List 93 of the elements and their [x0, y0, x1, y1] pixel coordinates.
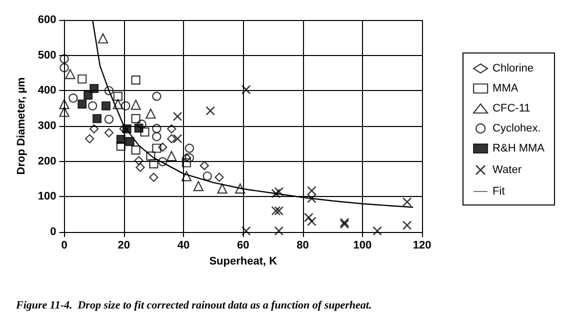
point [112, 99, 123, 110]
point [307, 216, 316, 226]
point [193, 181, 204, 192]
x-tick-label: 40 [177, 240, 190, 252]
point [214, 172, 224, 182]
point [402, 220, 412, 230]
point [166, 150, 177, 162]
legend-label: Fit [492, 186, 505, 198]
point [274, 206, 284, 216]
point [202, 172, 212, 181]
point [125, 137, 134, 146]
point [98, 33, 108, 44]
point [85, 134, 94, 144]
point [131, 76, 140, 85]
point [121, 101, 130, 110]
point [181, 171, 192, 182]
point [402, 197, 412, 207]
point [90, 124, 99, 134]
y-tick-label: 100 [38, 190, 56, 203]
point [101, 101, 110, 110]
y-tick-label: 200 [38, 155, 56, 168]
x-tick-label: 60 [237, 240, 250, 252]
y-tick-label: 600 [38, 14, 56, 26]
point [152, 92, 162, 101]
point [90, 84, 99, 94]
point [134, 156, 144, 166]
point [167, 124, 176, 134]
legend-label: Chlorine [492, 62, 534, 74]
x-tick-label: 20 [118, 240, 130, 252]
point [149, 159, 158, 168]
point [104, 128, 114, 138]
point [241, 84, 251, 94]
point [274, 187, 284, 196]
point [235, 183, 246, 194]
point [271, 188, 281, 198]
caption: Figure 11-4. Drop size to fit corrected rainout data as a function of superheat. [15, 300, 372, 312]
x-tick-label: 0 [61, 240, 68, 252]
point [104, 114, 114, 124]
point [116, 142, 126, 151]
point [206, 106, 215, 116]
point [146, 151, 156, 161]
point [271, 206, 281, 216]
point [184, 144, 194, 153]
point [182, 158, 192, 168]
point [130, 100, 141, 110]
point [304, 212, 314, 222]
point [131, 114, 140, 124]
point [158, 142, 168, 152]
point [184, 153, 194, 162]
x-tick-label: 120 [412, 240, 432, 252]
legend-label: Water [492, 164, 522, 176]
y-axis-title: Drop Diameter, µm [16, 77, 28, 175]
point [59, 106, 70, 117]
x-tick-label: 100 [353, 240, 372, 252]
point [217, 183, 228, 194]
point [149, 172, 158, 182]
point [137, 120, 146, 129]
x-axis-title: Superheat, K [209, 256, 278, 268]
legend-label: CFC-11 [492, 102, 530, 114]
point [59, 99, 70, 110]
point [92, 114, 102, 124]
y-tick-label: 300 [38, 120, 56, 132]
point [84, 90, 93, 100]
point [167, 134, 176, 144]
y-tick-label: 0 [50, 226, 56, 238]
point [131, 145, 140, 155]
point [136, 162, 145, 172]
point [274, 226, 284, 236]
point [152, 144, 162, 153]
x-tick-label: 80 [296, 240, 309, 252]
point [65, 69, 76, 80]
point [60, 63, 69, 72]
legend-label: R&H MMA [492, 142, 546, 154]
y-tick-label: 400 [38, 84, 56, 97]
point [104, 86, 114, 96]
point [158, 157, 168, 166]
point [113, 92, 122, 101]
point [372, 226, 382, 236]
point [146, 108, 156, 119]
point [172, 112, 182, 122]
point [68, 94, 78, 103]
y-tick-label: 500 [38, 49, 56, 62]
point [140, 127, 150, 137]
point [200, 161, 209, 170]
point [152, 132, 162, 142]
point [88, 101, 98, 110]
legend-label: Cyclohex. [492, 122, 541, 134]
point [172, 134, 182, 144]
point [152, 124, 162, 134]
point [78, 100, 87, 109]
point [78, 74, 87, 84]
legend-label: MMA [492, 82, 519, 94]
point [182, 153, 192, 162]
